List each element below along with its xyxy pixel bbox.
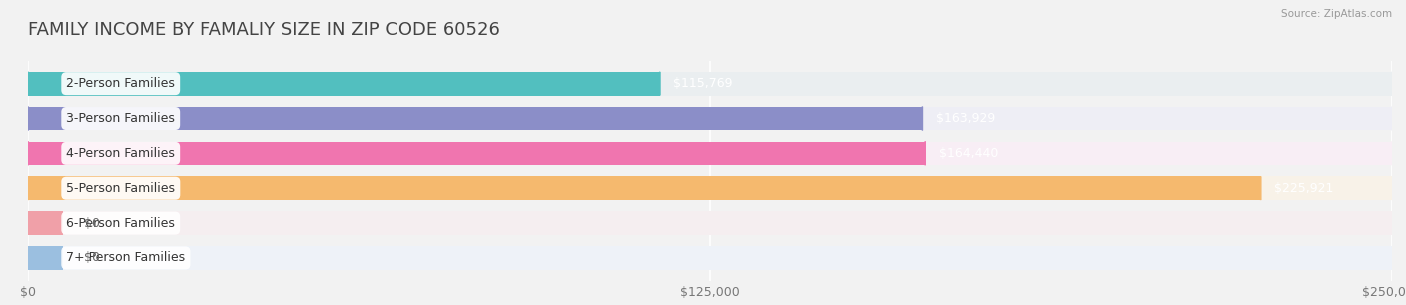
Text: 6-Person Families: 6-Person Families	[66, 217, 176, 230]
Text: $0: $0	[84, 217, 100, 230]
Text: 5-Person Families: 5-Person Families	[66, 182, 176, 195]
Text: 3-Person Families: 3-Person Families	[66, 112, 176, 125]
Bar	[28, 72, 659, 95]
Bar	[28, 211, 62, 235]
Bar	[28, 176, 1261, 200]
Bar	[28, 246, 1392, 270]
Bar	[28, 72, 1392, 95]
Text: Source: ZipAtlas.com: Source: ZipAtlas.com	[1281, 9, 1392, 19]
Text: $225,921: $225,921	[1274, 182, 1334, 195]
Bar	[28, 211, 1392, 235]
Bar	[28, 246, 62, 270]
Text: 7+ Person Families: 7+ Person Families	[66, 251, 186, 264]
Text: 2-Person Families: 2-Person Families	[66, 77, 176, 90]
Bar	[28, 176, 1392, 200]
Bar	[28, 107, 1392, 130]
Text: $163,929: $163,929	[936, 112, 995, 125]
Text: $115,769: $115,769	[673, 77, 733, 90]
Bar	[28, 142, 1392, 165]
Text: 4-Person Families: 4-Person Families	[66, 147, 176, 160]
Text: $0: $0	[84, 251, 100, 264]
Text: FAMILY INCOME BY FAMALIY SIZE IN ZIP CODE 60526: FAMILY INCOME BY FAMALIY SIZE IN ZIP COD…	[28, 21, 501, 39]
Bar	[28, 142, 925, 165]
Bar	[28, 107, 922, 130]
Text: $164,440: $164,440	[939, 147, 998, 160]
